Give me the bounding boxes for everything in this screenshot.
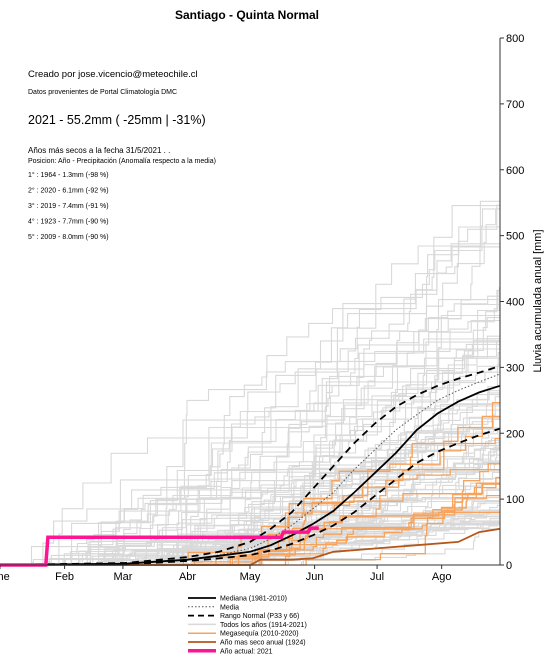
year-line: [0, 348, 500, 566]
y-tick-label: 100: [506, 494, 524, 506]
ranking-heading: Años más secos a la fecha 31/5/2021 . .: [28, 146, 170, 155]
y-tick-label: 300: [506, 362, 524, 374]
year-line: [0, 437, 500, 566]
x-tick-label: Jul: [370, 571, 384, 583]
ranking-entry: 5° : 2009 - 8.0mm (-90 %): [28, 233, 109, 241]
chart-title: Santiago - Quinta Normal: [175, 8, 319, 22]
year-line: [0, 226, 500, 566]
megadrought-year-line: [0, 494, 500, 566]
y-tick-label: 500: [506, 231, 524, 243]
headline-text: 2021 - 55.2mm ( -25mm | -31%): [28, 113, 206, 127]
ranking-entry: 2° : 2020 - 6.1mm (-92 %): [28, 187, 109, 195]
megadrought-year-line: [0, 468, 500, 566]
ranking-subheading: Posicion: Año - Precipitación (Anomalía …: [28, 158, 216, 165]
year-line: [0, 427, 500, 566]
year-line: [0, 205, 500, 566]
year-line: [0, 524, 500, 566]
series-normal-range-p33: [0, 427, 501, 566]
year-line: [0, 364, 500, 566]
y-tick-label: 700: [506, 99, 524, 111]
year-line: [0, 204, 500, 566]
all-years-lines: [0, 200, 500, 566]
year-line: [0, 338, 500, 566]
legend-label: Mediana (1981-2010): [220, 596, 287, 603]
year-line: [0, 317, 500, 566]
x-tick-label: May: [240, 571, 261, 583]
series-median: [0, 384, 501, 566]
year-line: [0, 319, 500, 566]
year-line: [0, 208, 500, 566]
x-tick-label: Ago: [432, 571, 452, 583]
legend-label: Año actual: 2021: [220, 648, 273, 655]
megadrought-year-line: [0, 511, 500, 566]
series-normal-range-p66: [0, 365, 501, 566]
legend-label: Megasequía (2010-2020): [220, 631, 299, 638]
x-tick-label: Feb: [55, 571, 74, 583]
legend-label: Rango Normal (P33 y 66): [220, 613, 299, 620]
y-tick-label: 200: [506, 428, 524, 440]
x-tick-label: Abr: [179, 571, 196, 583]
y-tick-label: 400: [506, 297, 524, 309]
megadrought-year-line: [0, 415, 500, 566]
year-line: [0, 461, 500, 566]
ranking-list: 1° : 1964 - 1.3mm (-98 %) 2° : 2020 - 6.1…: [28, 171, 109, 241]
year-line: [0, 454, 500, 566]
year-line: [0, 409, 500, 566]
y-tick-label: 0: [506, 560, 512, 572]
legend: Mediana (1981-2010)Media Rango Normal (P3…: [188, 596, 307, 655]
ranking-entry: 4° : 1923 - 7.7mm (-90 %): [28, 218, 109, 226]
ranking-entry: 3° : 2019 - 7.4mm (-91 %): [28, 202, 109, 210]
megadrought-year-line: [0, 482, 500, 566]
series-current-year-2021: [0, 526, 319, 567]
year-line: [0, 482, 500, 566]
series-lines: [0, 365, 501, 567]
x-axis-ticks: Ene Feb Mar Abr May Jun Jul Ago: [0, 565, 451, 583]
ranking-entry: 1° : 1964 - 1.3mm (-98 %): [28, 171, 109, 179]
x-tick-label: Jun: [306, 571, 324, 583]
year-line: [0, 403, 500, 566]
credit-text: Creado por jose.vicencio@meteochile.cl: [28, 69, 198, 80]
megadrought-year-line: [0, 463, 500, 566]
year-line: [0, 200, 500, 566]
legend-label: Todos los años (1914-2021): [220, 622, 307, 629]
x-tick-label: Mar: [113, 571, 132, 583]
y-axis-ticks: 0 100 200 300 400 500 600 700 800: [500, 33, 524, 572]
y-axis-label: Lluvia acumulada anual [mm]: [532, 229, 544, 372]
year-line: [0, 365, 500, 566]
year-line: [0, 528, 500, 566]
year-line: [0, 357, 500, 566]
year-line: [0, 341, 500, 566]
y-tick-label: 600: [506, 165, 524, 177]
source-text: Datos provenientes de Portal Climatologí…: [28, 89, 177, 96]
y-tick-label: 800: [506, 33, 524, 45]
x-tick-label: Ene: [0, 571, 10, 583]
legend-label: Año mas seco anual (1924): [220, 640, 306, 647]
legend-label: Media: [220, 604, 239, 611]
